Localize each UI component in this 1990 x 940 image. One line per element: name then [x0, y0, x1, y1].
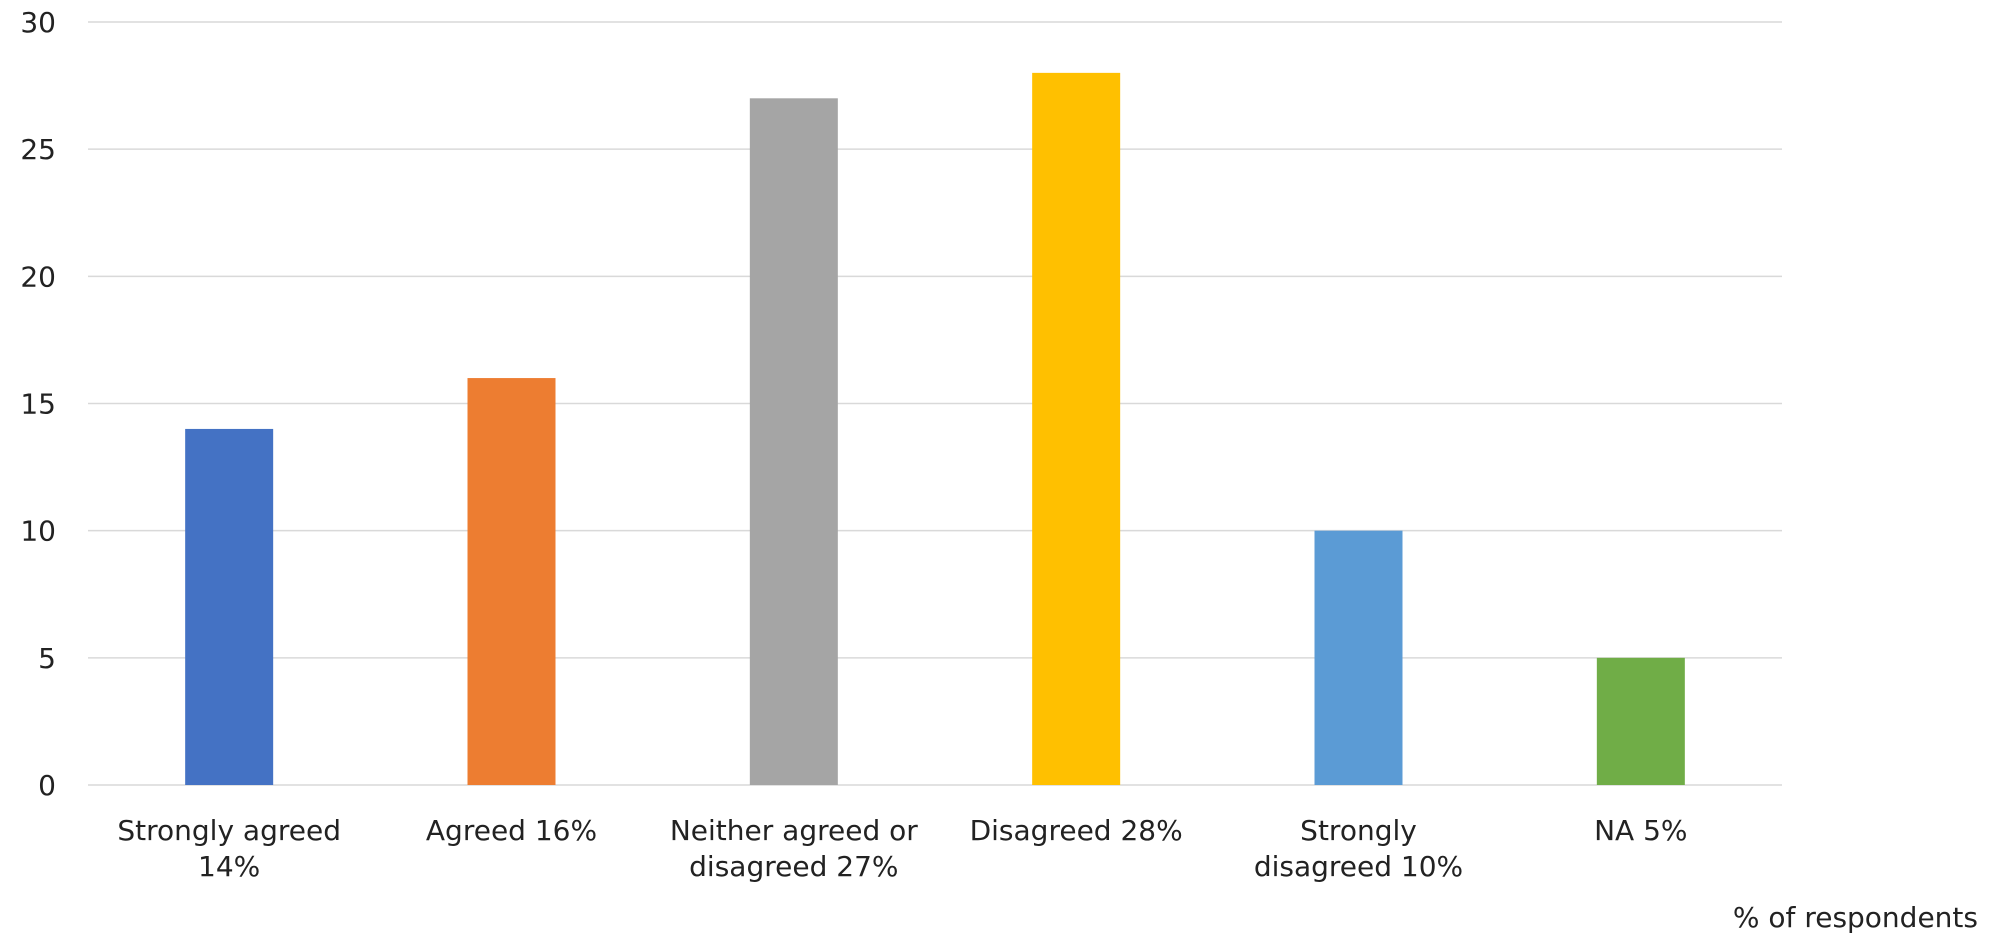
- bar: [749, 98, 838, 786]
- bar: [467, 378, 556, 785]
- footnote: % of respondents: [1732, 901, 1978, 934]
- x-category-label: Strongly disagreed 10%: [1254, 814, 1463, 883]
- bar: [1314, 530, 1403, 785]
- x-category-label-line: Disagreed 28%: [970, 814, 1183, 847]
- x-category-label-line: Agreed 16%: [426, 814, 597, 847]
- x-category-label: Neither agreed or disagreed 27%: [670, 814, 918, 883]
- y-axis-ticks: 0 5 10 15 20 25 30: [20, 6, 56, 802]
- x-category-label: Strongly agreed 14%: [117, 814, 341, 883]
- bar: [1596, 657, 1685, 785]
- x-category-label-line: NA 5%: [1594, 814, 1687, 847]
- y-tick-label: 15: [20, 388, 56, 421]
- gridlines: [88, 21, 1782, 786]
- x-category-label-line: disagreed 27%: [689, 850, 898, 883]
- y-tick-label: 20: [20, 260, 56, 293]
- bar: [185, 428, 274, 785]
- x-axis-labels: Strongly agreed 14% Agreed 16% Neither agre…: [117, 814, 1687, 883]
- y-tick-label: 10: [20, 515, 56, 548]
- x-category-label-line: disagreed 10%: [1254, 850, 1463, 883]
- x-category-label-line: Strongly agreed: [117, 814, 341, 847]
- x-category-label: NA 5%: [1594, 814, 1687, 847]
- bars: [185, 72, 1685, 786]
- bar: [1032, 72, 1121, 785]
- x-category-label-line: Neither agreed or: [670, 814, 918, 847]
- x-category-label: Agreed 16%: [426, 814, 597, 847]
- y-tick-label: 30: [20, 6, 56, 39]
- y-tick-label: 0: [38, 769, 56, 802]
- x-category-label: Disagreed 28%: [970, 814, 1183, 847]
- x-category-label-line: 14%: [198, 850, 260, 883]
- y-tick-label: 25: [20, 133, 56, 166]
- y-tick-label: 5: [38, 642, 56, 675]
- x-category-label-line: Strongly: [1300, 814, 1417, 847]
